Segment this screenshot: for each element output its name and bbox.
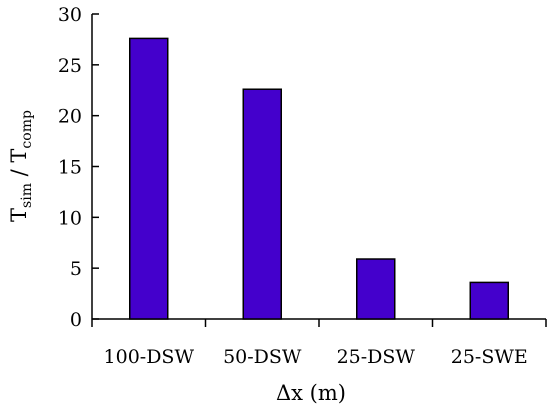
x-axis-ticks bbox=[91, 319, 547, 327]
y-title-base-2: T bbox=[7, 149, 31, 163]
y-tick-label: 10 bbox=[58, 207, 82, 229]
y-title-base-1: T bbox=[7, 208, 31, 222]
y-title-sub-1: sim bbox=[19, 183, 35, 208]
x-tick-label: 100-DSW bbox=[104, 346, 195, 368]
bars bbox=[129, 37, 509, 320]
y-tick-label: 20 bbox=[58, 106, 82, 128]
y-title-sub-2: comp bbox=[19, 110, 35, 149]
y-tick-label: 25 bbox=[58, 55, 82, 77]
y-tick-label: 5 bbox=[70, 258, 82, 280]
x-tick-labels: 100-DSW 50-DSW 25-DSW 25-SWE bbox=[104, 346, 528, 368]
y-tick-label: 0 bbox=[70, 309, 82, 331]
bar-100-dsw bbox=[129, 37, 169, 320]
x-tick-label: 25-DSW bbox=[337, 346, 416, 368]
y-tick-label: 30 bbox=[58, 4, 82, 26]
y-title-separator: / bbox=[7, 163, 31, 183]
bar-50-dsw bbox=[242, 88, 282, 320]
y-axis-ticks: 0 5 10 15 20 25 30 bbox=[58, 4, 99, 331]
y-axis-title: Tsim / Tcomp bbox=[7, 110, 35, 222]
bar-25-swe bbox=[469, 281, 509, 320]
x-tick-label: 25-SWE bbox=[451, 346, 528, 368]
bar-25-dsw bbox=[356, 258, 396, 320]
x-tick-label: 50-DSW bbox=[223, 346, 302, 368]
x-axis-title: Δx (m) bbox=[276, 381, 346, 405]
y-tick-label: 15 bbox=[58, 157, 82, 179]
plot-area: 0 5 10 15 20 25 30 100-DSW 50-DSW 25-DSW 25-SWE bbox=[58, 4, 547, 368]
